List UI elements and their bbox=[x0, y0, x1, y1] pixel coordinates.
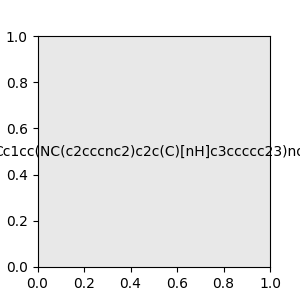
Text: Cc1cc(NC(c2cccnc2)c2c(C)[nH]c3ccccc23)no1: Cc1cc(NC(c2cccnc2)c2c(C)[nH]c3ccccc23)no… bbox=[0, 145, 300, 158]
